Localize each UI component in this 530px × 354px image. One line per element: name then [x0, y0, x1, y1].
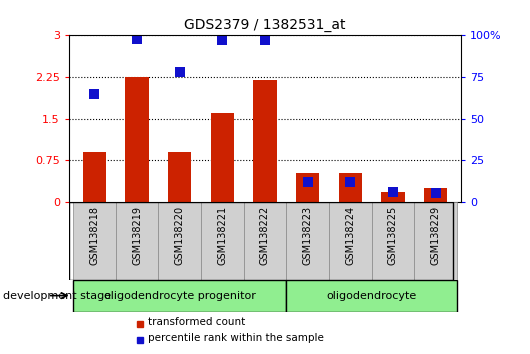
Bar	[286, 202, 329, 280]
Point	[261, 38, 269, 43]
Text: GSM138219: GSM138219	[132, 206, 142, 265]
Point	[133, 36, 142, 41]
Bar	[339, 173, 362, 202]
Text: GSM138221: GSM138221	[217, 206, 227, 265]
Bar	[73, 280, 286, 312]
Text: GSM138222: GSM138222	[260, 206, 270, 265]
Bar	[83, 152, 106, 202]
Text: GSM138229: GSM138229	[430, 206, 440, 265]
Point	[388, 189, 397, 195]
Text: GSM138224: GSM138224	[345, 206, 355, 265]
Bar	[126, 77, 149, 202]
Text: oligodendrocyte progenitor: oligodendrocyte progenitor	[104, 291, 255, 301]
Bar	[168, 152, 191, 202]
Point	[431, 190, 440, 196]
Bar	[244, 202, 286, 280]
Point	[346, 179, 355, 185]
Point	[218, 38, 227, 43]
Text: GSM138225: GSM138225	[388, 206, 398, 265]
Bar	[286, 280, 457, 312]
Bar	[372, 202, 414, 280]
Bar	[381, 192, 404, 202]
Bar	[158, 202, 201, 280]
Point	[303, 179, 312, 185]
Text: oligodendrocyte: oligodendrocyte	[326, 291, 417, 301]
Bar	[116, 202, 158, 280]
Text: transformed count: transformed count	[148, 317, 245, 327]
Text: GSM138218: GSM138218	[90, 206, 100, 265]
Text: GSM138220: GSM138220	[175, 206, 185, 265]
Bar	[210, 113, 234, 202]
Text: GSM138223: GSM138223	[303, 206, 313, 265]
Text: percentile rank within the sample: percentile rank within the sample	[148, 333, 324, 343]
Bar	[329, 202, 372, 280]
Bar	[201, 202, 244, 280]
Point	[90, 91, 99, 96]
Bar	[253, 80, 277, 202]
Bar	[296, 173, 320, 202]
Bar	[414, 202, 457, 280]
Text: development stage: development stage	[3, 291, 111, 301]
Bar	[424, 188, 447, 202]
Bar	[73, 202, 116, 280]
Point	[175, 69, 184, 75]
Title: GDS2379 / 1382531_at: GDS2379 / 1382531_at	[184, 18, 346, 32]
